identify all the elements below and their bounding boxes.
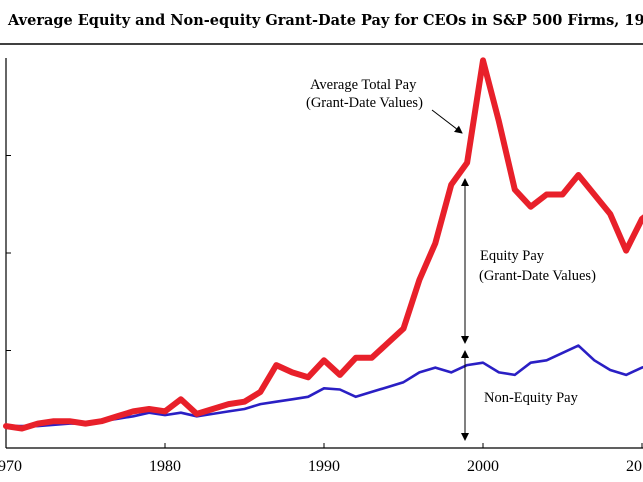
total-pay-arrow: [431, 109, 463, 134]
x-tick-label-1990: 1990: [308, 458, 340, 475]
x-tick-label-2010: 2010: [626, 458, 643, 475]
annotation-equity-line2: (Grant-Date Values): [479, 268, 596, 284]
x-tick-label-2000: 2000: [467, 458, 499, 475]
annotation-arrows: [431, 109, 469, 441]
series-group: [3, 57, 643, 432]
chart-title: Average Equity and Non-equity Grant-Date…: [7, 12, 643, 29]
y-ticks: [6, 155, 11, 449]
x-tick-labels: 1970 1980 1990 2000 2010: [0, 458, 643, 475]
annotation-total-line2: (Grant-Date Values): [306, 95, 423, 111]
annotation-equity-line1: Equity Pay: [480, 248, 545, 264]
x-ticks: [5, 443, 643, 448]
x-tick-label-1980: 1980: [149, 458, 181, 475]
series-line-total-pay: [3, 57, 643, 432]
x-tick-label-1970: 1970: [0, 458, 22, 475]
annotation-total-line1: Average Total Pay: [310, 77, 417, 93]
annotation-nonequity: Non-Equity Pay: [484, 390, 579, 406]
